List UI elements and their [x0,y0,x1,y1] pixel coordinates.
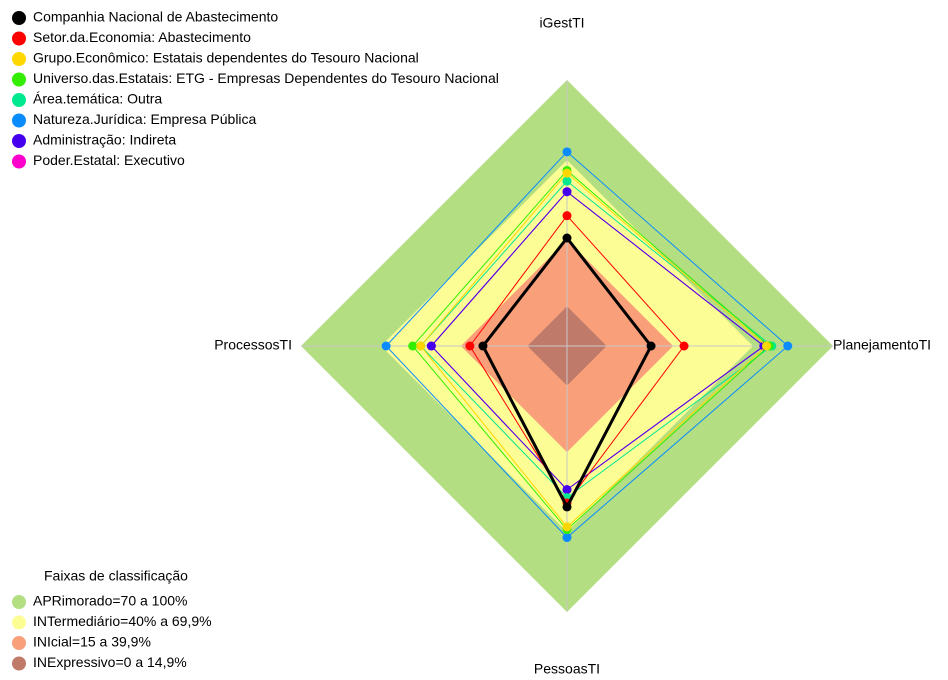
series-point [381,341,391,351]
series-point [426,341,436,351]
series-point [562,168,572,178]
axis-label: PessoasTI [534,661,600,677]
series-point [783,341,793,351]
legend-marker [12,52,26,66]
series-point [562,233,572,243]
band-legend-label: INTermediário=40% a 69,9% [33,613,212,629]
legend-label: Área.temática: Outra [33,91,162,107]
legend-label: Setor.da.Economia: Abastecimento [33,29,251,45]
series-point [562,211,572,221]
bands-title: Faixas de classificação [44,568,188,584]
band-legend-label: INExpressivo=0 a 14,9% [33,654,187,670]
series-point [562,485,572,495]
band-legend-label: APRimorado=70 a 100% [33,593,188,609]
series-point [562,147,572,157]
band-legend-marker [12,595,26,609]
series-point [562,502,572,512]
legend-label: Administração: Indireta [33,132,176,148]
band-legend-marker [12,656,26,671]
series-point [465,341,475,351]
series-point [562,187,572,197]
legend-label: Grupo.Econômico: Estatais dependentes do… [33,50,419,66]
band-legend-marker [12,615,26,630]
legend-marker [12,11,26,25]
legend-marker [12,154,26,169]
legend-marker [12,31,26,46]
series-point [646,341,656,351]
legend-label: Companhia Nacional de Abastecimento [33,9,278,25]
series-point [679,341,689,351]
legend-marker [12,113,26,128]
band-legend-label: INIcial=15 a 39,9% [33,634,151,650]
series-point [478,341,488,351]
legend-label: Natureza.Jurídica: Empresa Pública [33,111,257,127]
legend-marker [12,134,26,148]
series-point [562,533,572,543]
axis-label: PlanejamentoTI [833,337,931,353]
band-legend-marker [12,636,26,650]
series-point [562,176,572,186]
legend-marker [12,72,26,87]
series-point [416,341,426,351]
axis-label: iGestTI [539,15,584,31]
legend-label: Universo.das.Estatais: ETG - Empresas De… [33,70,499,86]
series-point [762,341,771,351]
legend-marker [12,93,26,107]
series-point [408,341,418,351]
axis-label: ProcessosTI [214,337,292,353]
legend-label: Poder.Estatal: Executivo [33,152,185,168]
series-point [562,522,572,532]
